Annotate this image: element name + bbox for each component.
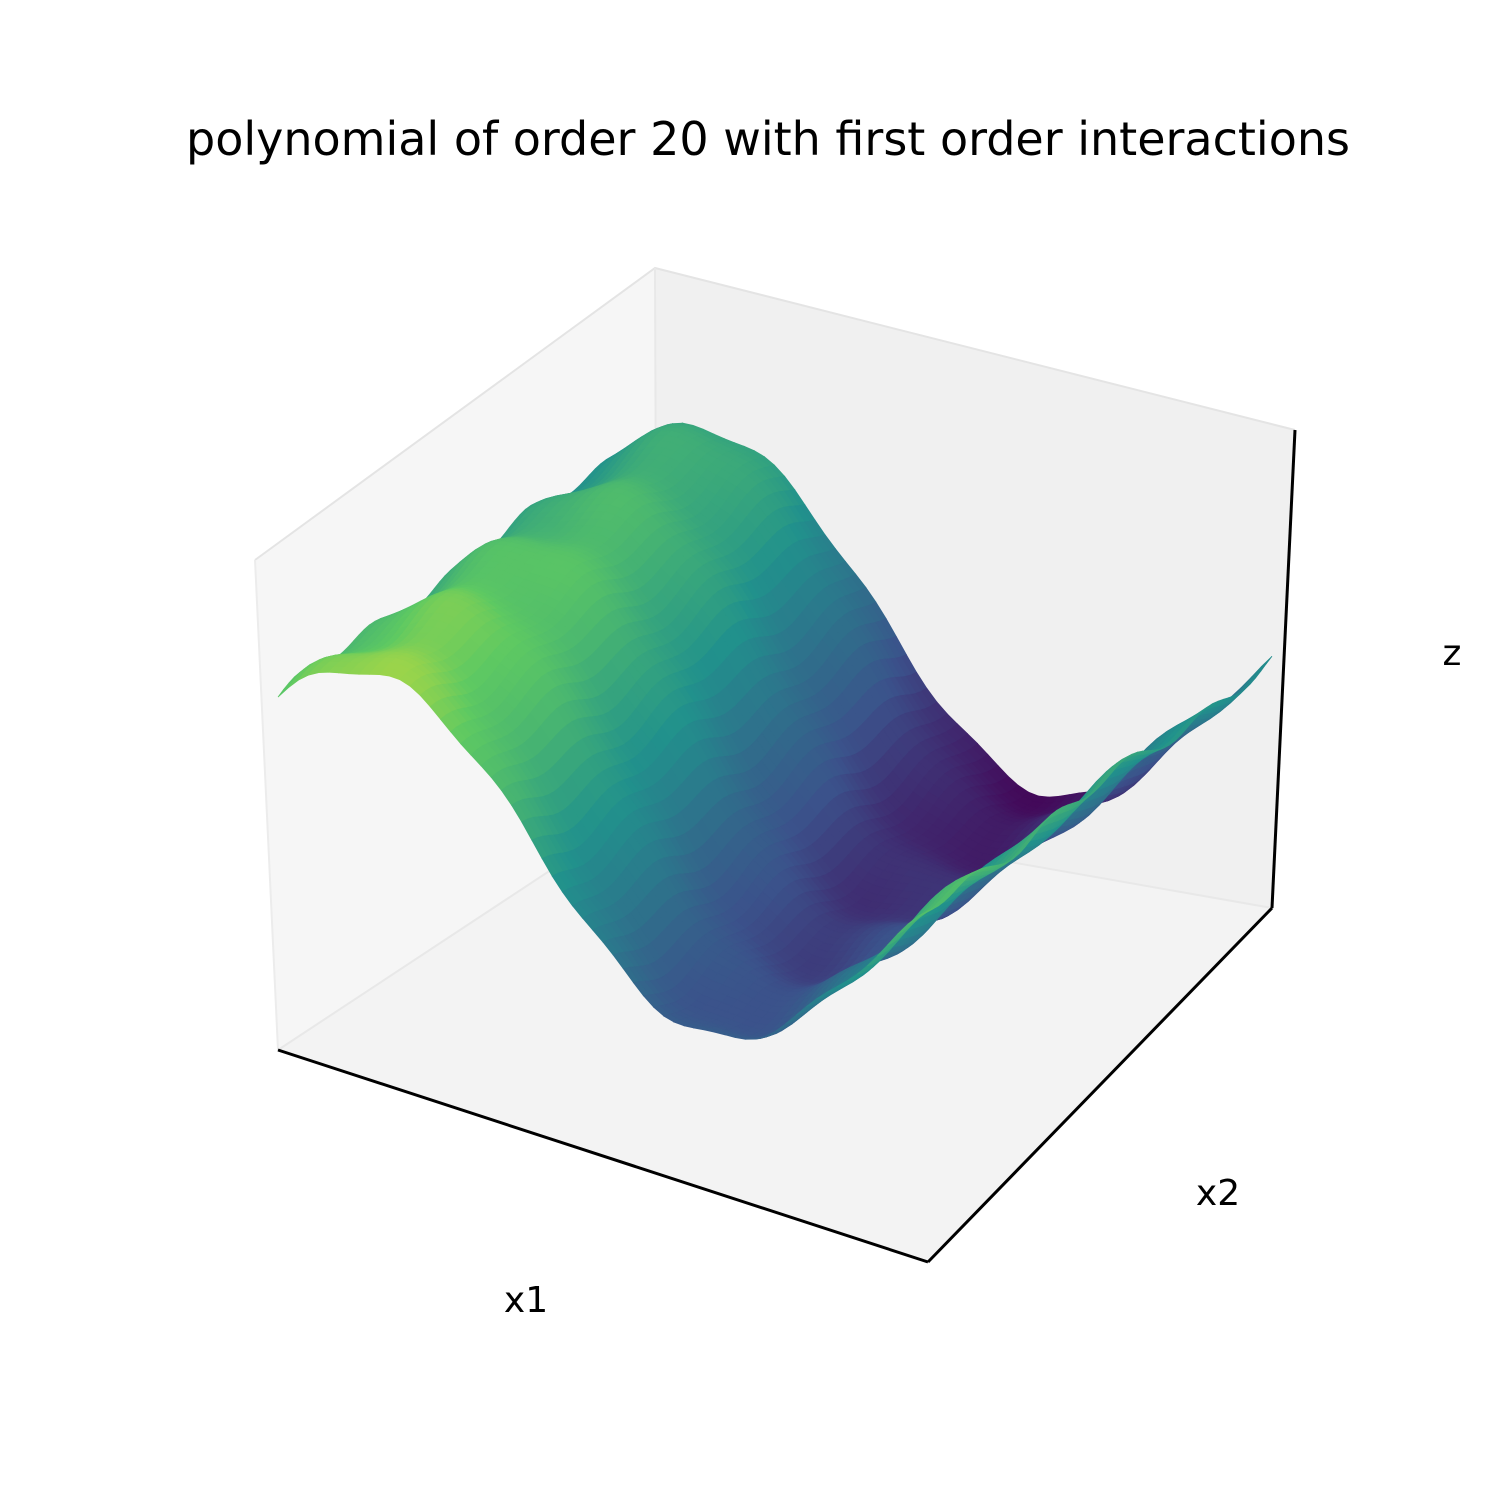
z-axis-label: z (1443, 633, 1462, 674)
surface-mesh (277, 422, 1273, 1040)
x2-axis-label: x2 (1196, 1173, 1240, 1214)
chart-title: polynomial of order 20 with first order … (186, 112, 1350, 166)
x1-axis-label: x1 (504, 1280, 548, 1321)
left-vertical-edge (254, 559, 279, 1051)
